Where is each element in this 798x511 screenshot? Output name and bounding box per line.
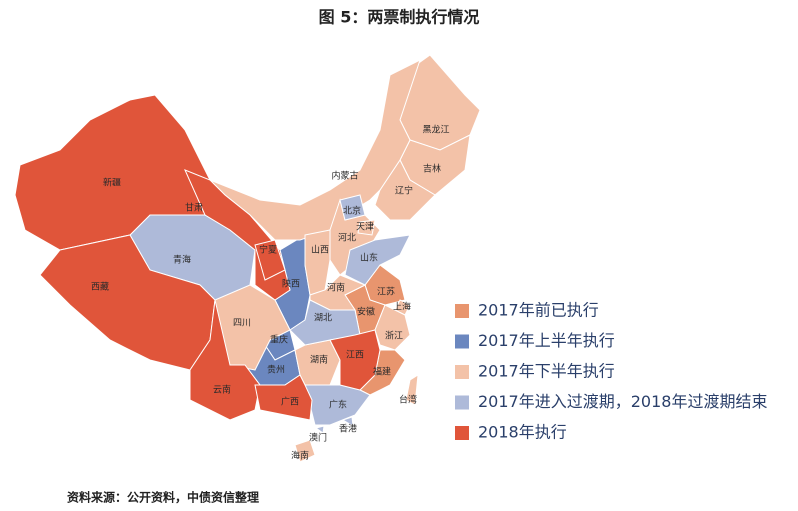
province-label: 江西 [346,350,364,361]
province-label: 陕西 [282,278,300,290]
province-label: 浙江 [385,330,403,342]
province-label: 香港 [339,423,357,435]
legend-swatch [455,304,469,318]
province-label: 新疆 [103,177,121,189]
legend-label: 2018年执行 [478,423,567,442]
legend-swatch [455,426,469,440]
province [357,219,376,236]
province-label: 山东 [360,252,378,264]
province [314,425,325,434]
province-shapes [14,54,481,463]
province-label: 台湾 [399,394,417,406]
source: 资料来源：公开资料，中债资信整理 [67,490,259,505]
legend-swatch [455,395,469,410]
province-label: 辽宁 [395,185,413,197]
province [294,439,316,463]
province [209,59,421,241]
province-label: 云南 [213,384,231,396]
province-label: 青海 [173,254,191,266]
province-label: 重庆 [270,334,288,346]
province [254,239,286,281]
legend-label: 2017年上半年执行 [478,331,615,350]
province-label: 澳门 [309,432,327,444]
province-label: 四川 [233,319,251,329]
legend-label: 2017年前已执行 [478,301,599,320]
province [329,329,381,391]
province-label: 北京 [343,205,361,217]
province-label: 西藏 [91,281,109,293]
province-label: 安徽 [357,306,375,318]
title: 图 5：两票制执行情况 [319,8,480,27]
province [405,374,419,406]
province-label: 广西 [281,396,299,408]
province-label: 黑龙江 [422,124,449,136]
province [304,384,371,426]
province-label: 天津 [356,222,374,233]
province-label: 河南 [327,282,345,294]
province-label: 吉林 [423,163,441,175]
province [254,374,313,421]
province-label: 湖南 [310,354,328,366]
province-label: 河北 [338,232,356,244]
province [289,299,361,346]
province-label: 湖北 [314,313,332,324]
legend-swatch [455,365,469,379]
province-label: 内蒙古 [331,170,358,182]
province-label: 宁夏 [259,244,277,256]
province [339,194,366,221]
province-label: 广东 [329,399,347,411]
province-label: 江苏 [377,286,395,298]
province-label: 贵州 [267,364,285,376]
legend-swatch [455,334,469,349]
province-label: 上海 [393,301,411,313]
legend: 2017年前已执行 2017年上半年执行 2017年下半年执行 2017年进入过渡期，… [455,301,767,442]
province-label: 福建 [373,366,391,378]
province-label: 山西 [311,245,329,256]
province [344,234,411,286]
province-label: 甘肃 [185,202,203,214]
legend-label: 2017年进入过渡期，2018年过渡期结束 [478,392,767,411]
province-label: 海南 [291,450,309,462]
province [341,416,354,427]
legend-label: 2017年下半年执行 [478,362,615,381]
